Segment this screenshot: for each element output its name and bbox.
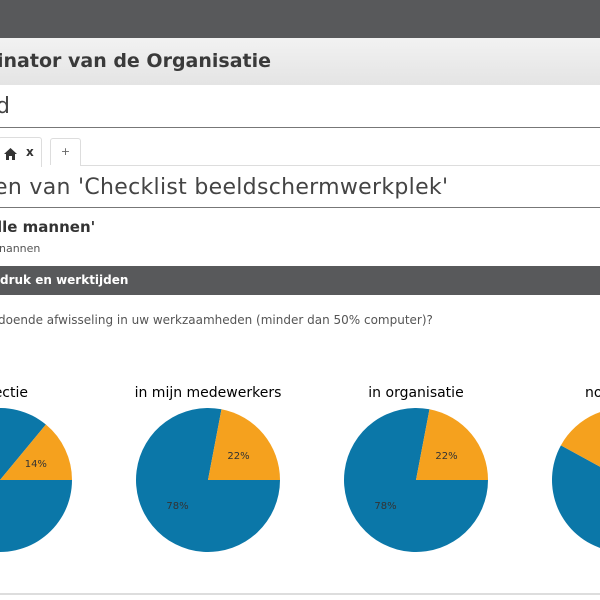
pie-slice-orange[interactable]	[0, 424, 72, 480]
divider	[0, 207, 600, 208]
home-icon[interactable]	[4, 145, 17, 164]
pie-slice-blue[interactable]	[0, 408, 72, 552]
top-bar	[0, 0, 600, 38]
tab-divider	[80, 165, 600, 166]
pie-slice-blue[interactable]	[552, 445, 600, 552]
pie-data-label: 22%	[227, 451, 249, 462]
section-label: druk en werktijden	[0, 273, 129, 287]
pie-data-label: 14%	[25, 459, 47, 470]
pie-data-label: 78%	[374, 501, 396, 512]
group-title: lle mannen'	[0, 218, 96, 236]
question-text: doende afwisseling in uw werkzaamheden (…	[0, 313, 433, 327]
chart-title: in organisatie	[368, 385, 463, 401]
header-bar	[0, 38, 600, 85]
pie-data-label: 22%	[435, 451, 457, 462]
divider	[0, 127, 600, 128]
add-tab-button[interactable]: +	[50, 138, 81, 165]
chart-title: no	[585, 385, 600, 401]
divider	[0, 593, 600, 595]
group-subtitle: nannen	[0, 242, 41, 255]
dashboard-title: d	[0, 94, 10, 119]
organisation-title: inator van de Organisatie	[0, 50, 272, 72]
chart-title: in mijn medewerkers	[135, 385, 282, 401]
pie-slice-orange[interactable]	[560, 408, 600, 480]
section-header[interactable]	[0, 266, 600, 295]
pie-data-label: 78%	[166, 501, 188, 512]
chart-title: ectie	[0, 385, 28, 401]
page-title: en van 'Checklist beeldschermwerkplek'	[0, 175, 449, 200]
pie-slice-orange[interactable]	[416, 409, 488, 480]
pie-slice-orange[interactable]	[208, 409, 280, 480]
pie-charts: ectie 14% in mijn medewerkers 78% 22% in orga…	[0, 385, 600, 552]
close-tab-button[interactable]: x	[26, 145, 34, 159]
